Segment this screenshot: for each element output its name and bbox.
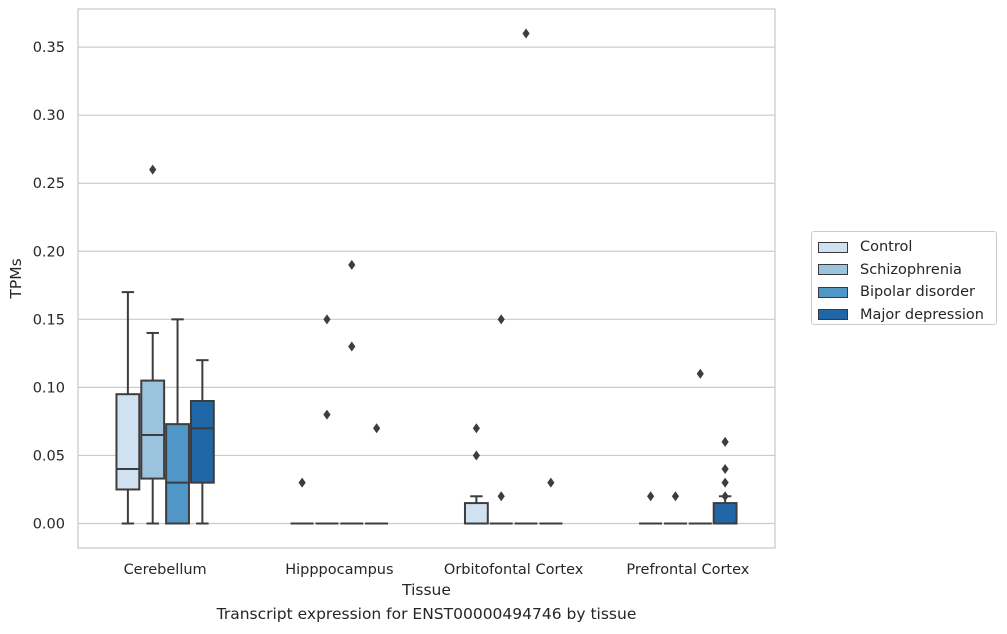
outlier-point — [721, 491, 729, 502]
y-tick-label: 0.20 — [33, 244, 65, 260]
outlier-point — [149, 164, 157, 175]
box-bipolar-disorder — [514, 28, 538, 525]
outlier-point — [298, 477, 306, 488]
outlier-point — [547, 477, 555, 488]
outlier-point — [721, 477, 729, 488]
legend-swatch-bipolar-disorder — [818, 286, 848, 298]
iqr-box — [712, 502, 738, 525]
chart-caption: Transcript expression for ENST0000049474… — [216, 605, 637, 623]
y-axis-label: TPMs — [7, 258, 25, 299]
box-schizophrenia — [140, 164, 166, 525]
outlier-point — [373, 423, 381, 434]
outlier-point — [497, 491, 505, 502]
legend-item-bipolar-disorder: Bipolar disorder — [818, 281, 996, 304]
box-major-depression — [712, 436, 738, 525]
x-tick-label: Prefrontal Cortex — [626, 562, 749, 578]
iqr-box — [140, 379, 166, 480]
outlier-point — [696, 368, 704, 379]
y-axis-ticks: 0.00 0.05 0.10 0.15 0.20 0.25 0.30 0.35 — [33, 40, 65, 532]
legend-item-schizophrenia: Schizophrenia — [818, 259, 996, 282]
box-major-depression — [365, 423, 389, 525]
box-control — [639, 491, 663, 525]
box-schizophrenia — [489, 314, 513, 525]
plot-area-frame — [77, 8, 776, 549]
box-bipolar-disorder — [165, 318, 190, 525]
legend-item-control: Control — [818, 236, 996, 259]
box-major-depression — [189, 359, 215, 525]
box-control — [463, 423, 489, 525]
y-tick-label: 0.35 — [33, 40, 65, 56]
outlier-point — [323, 409, 331, 420]
legend-swatch-schizophrenia — [818, 264, 848, 276]
outlier-point — [472, 423, 480, 434]
y-tick-label: 0.30 — [33, 108, 65, 124]
x-tick-label: Orbitofontal Cortex — [444, 562, 584, 578]
legend: Control Schizophrenia Bipolar disorder M… — [811, 231, 997, 325]
legend-item-major-depression: Major depression — [818, 304, 996, 327]
outlier-point — [721, 464, 729, 475]
outlier-point — [348, 259, 356, 270]
iqr-box — [115, 393, 141, 491]
iqr-box — [189, 400, 215, 484]
outlier-point — [522, 28, 530, 39]
y-tick-label: 0.05 — [33, 448, 65, 464]
x-axis-ticks: Cerebellum Hipppocampus Orbitofontal Corte… — [124, 562, 750, 578]
box-schizophrenia — [664, 491, 687, 525]
box-plots — [115, 28, 738, 525]
outlier-point — [721, 436, 729, 447]
box-schizophrenia — [315, 314, 339, 525]
legend-swatch-control — [818, 241, 848, 253]
outlier-point — [348, 341, 356, 352]
iqr-box — [165, 423, 190, 525]
legend-label-schizophrenia: Schizophrenia — [860, 261, 962, 278]
box-bipolar-disorder — [688, 368, 712, 525]
x-axis-label: Tissue — [401, 581, 451, 599]
x-tick-label: Hipppocampus — [285, 562, 393, 578]
box-major-depression — [539, 477, 563, 525]
outlier-point — [472, 450, 480, 461]
box-control — [290, 477, 314, 525]
iqr-box — [463, 502, 489, 525]
legend-label-major-depression: Major depression — [860, 306, 984, 323]
legend-label-control: Control — [860, 239, 913, 256]
legend-label-bipolar-disorder: Bipolar disorder — [860, 284, 975, 301]
y-tick-label: 0.25 — [33, 176, 65, 192]
y-tick-label: 0.10 — [33, 380, 65, 396]
outlier-point — [497, 314, 505, 325]
x-tick-label: Cerebellum — [124, 562, 207, 578]
legend-swatch-major-depression — [818, 309, 848, 321]
outlier-point — [323, 314, 331, 325]
y-tick-label: 0.00 — [33, 517, 65, 533]
box-control — [115, 291, 141, 525]
box-bipolar-disorder — [340, 259, 364, 525]
outlier-point — [647, 491, 655, 502]
outlier-point — [671, 491, 680, 502]
y-tick-label: 0.15 — [33, 312, 65, 328]
